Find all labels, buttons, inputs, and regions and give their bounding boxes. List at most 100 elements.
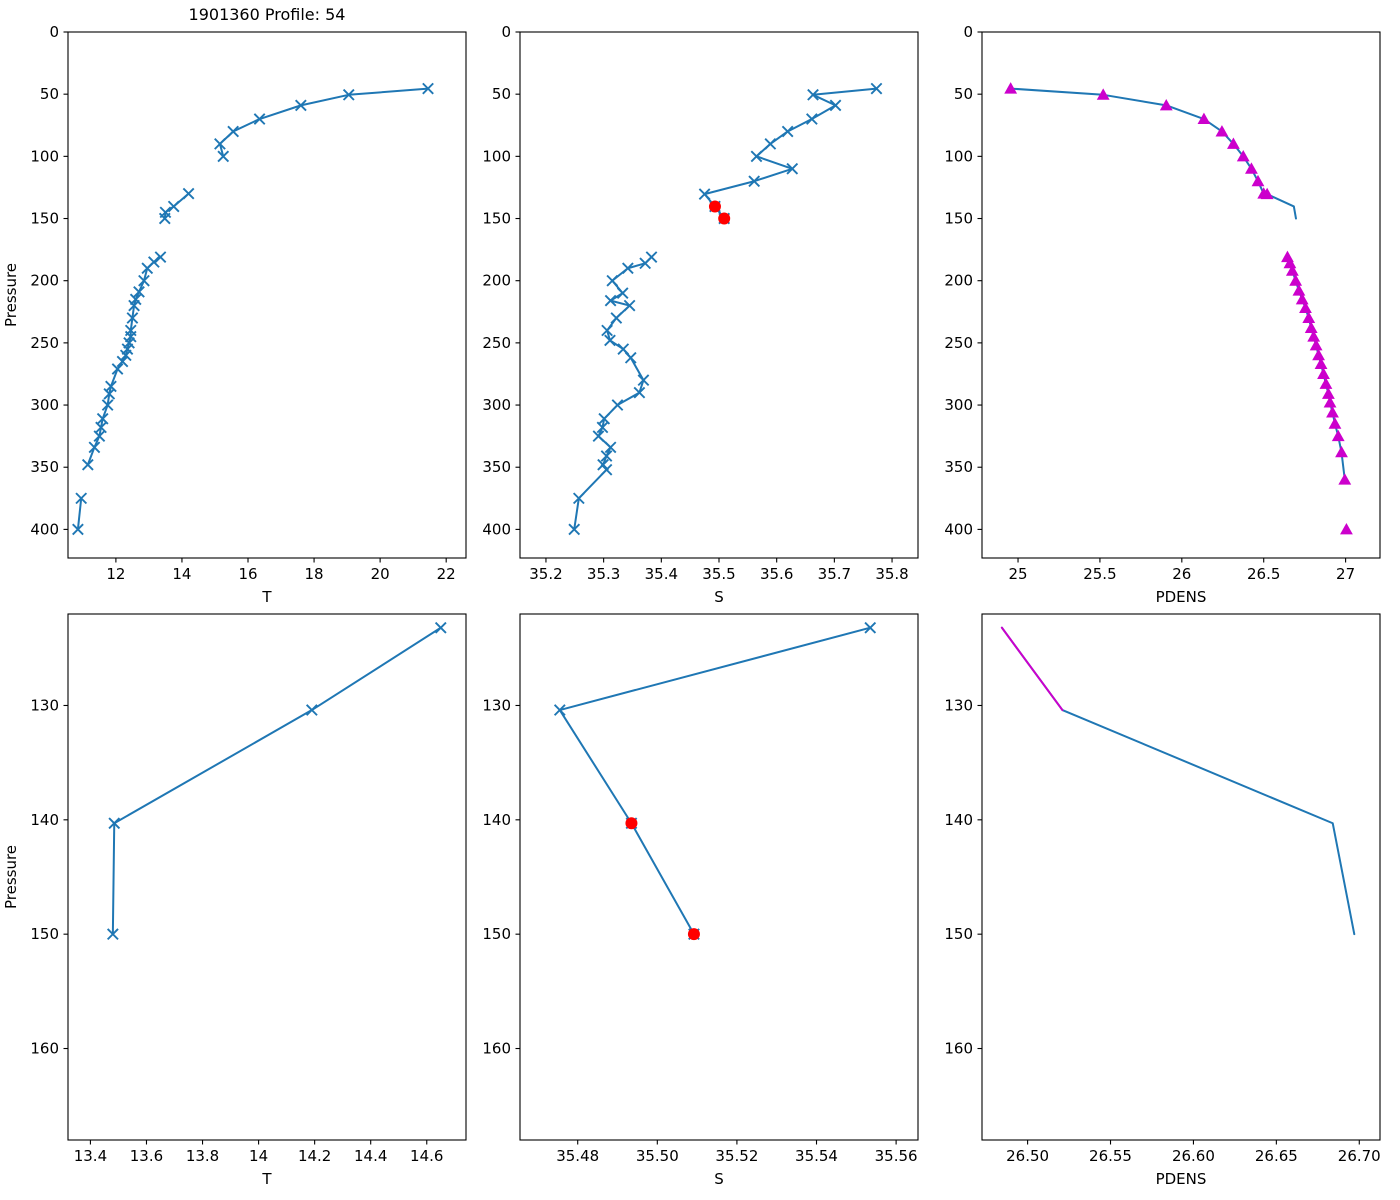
marker-x-stroke — [596, 421, 609, 434]
marker-triangle — [1328, 417, 1342, 429]
data-marker — [610, 312, 623, 324]
marker-x-stroke — [617, 343, 630, 355]
y-tick-label: 400 — [482, 520, 511, 538]
marker-triangle — [1004, 82, 1018, 94]
x-tick-label: 35.8 — [875, 565, 908, 583]
data-marker — [621, 262, 634, 275]
marker-x-stroke — [621, 262, 634, 275]
data-marker — [698, 188, 711, 201]
marker-x-stroke — [182, 187, 195, 200]
data-marker — [600, 450, 613, 462]
plot-area-top-right-density — [1004, 82, 1353, 535]
x-tick-label: 14.2 — [298, 1147, 331, 1165]
marker-triangle — [1322, 387, 1335, 399]
data-marker — [633, 386, 646, 399]
marker-triangle — [1251, 174, 1265, 187]
marker-triangle — [1309, 338, 1323, 351]
marker-triangle — [1096, 88, 1110, 100]
marker-x-stroke — [422, 82, 434, 95]
axes-spine-bottom-middle-salinity-zoom — [519, 613, 919, 1141]
x-tick-label: 26.60 — [1172, 1147, 1215, 1165]
marker-x-stroke — [88, 441, 101, 454]
marker-x-stroke — [637, 374, 650, 387]
marker-x-stroke — [101, 399, 114, 411]
data-marker — [154, 251, 167, 263]
y-tick-label: 0 — [49, 23, 59, 41]
marker-triangle — [1299, 301, 1312, 314]
marker-x-stroke — [305, 704, 318, 716]
data-marker — [138, 274, 150, 287]
marker-x-stroke — [111, 363, 124, 375]
marker-x-stroke — [342, 88, 355, 101]
x-tick-label: 14.6 — [410, 1147, 443, 1165]
y-tick-label: 350 — [482, 458, 511, 476]
marker-x-stroke — [786, 162, 799, 175]
x-axis-label: S — [714, 1170, 724, 1188]
series-line-top-left-temperature — [76, 497, 83, 531]
y-tick-label: 300 — [482, 396, 511, 414]
data-marker — [870, 82, 883, 95]
y-tick-label: 300 — [944, 396, 973, 414]
marker-x-stroke — [611, 399, 624, 411]
marker-x-stroke — [610, 312, 623, 324]
marker-x-stroke — [601, 324, 613, 337]
marker-x-stroke — [108, 817, 121, 830]
marker-x-stroke — [598, 412, 611, 425]
data-marker — [422, 82, 434, 95]
data-marker — [342, 88, 355, 101]
marker-x-stroke — [93, 430, 106, 443]
y-tick-label: 150 — [30, 925, 59, 943]
marker-triangle — [1227, 137, 1240, 149]
y-tick-label: 400 — [944, 520, 973, 538]
series-line-bottom-middle-salinity-zoom — [558, 626, 872, 936]
data-marker — [101, 399, 114, 411]
x-tick-label: 18 — [305, 565, 324, 583]
x-axis-label: PDENS — [1156, 1170, 1207, 1188]
y-tick-label: 200 — [482, 272, 511, 290]
data-marker — [807, 88, 819, 101]
plot-area-bottom-middle-salinity-zoom — [553, 621, 877, 941]
data-marker — [88, 441, 101, 454]
y-tick-label: 150 — [944, 210, 973, 228]
data-marker — [786, 162, 799, 175]
marker-x-stroke — [604, 294, 617, 307]
x-tick-label: 26.65 — [1255, 1147, 1298, 1165]
marker-x-stroke — [805, 113, 818, 125]
y-tick-label: 100 — [30, 147, 59, 165]
data-marker — [106, 928, 119, 941]
x-tick-label: 26.70 — [1338, 1147, 1381, 1165]
y-tick-label: 250 — [482, 334, 511, 352]
x-tick-label: 25.5 — [1083, 565, 1116, 583]
marker-triangle — [1335, 445, 1348, 458]
axes-spine-top-middle-salinity — [519, 31, 919, 559]
marker-x-stroke — [81, 458, 94, 471]
marker-x-stroke — [829, 99, 842, 112]
data-marker — [604, 441, 617, 454]
data-marker — [592, 430, 605, 443]
marker-x-stroke — [781, 125, 794, 138]
x-tick-label: 14 — [172, 565, 191, 583]
highlight-point-flagged-salinity-points — [718, 212, 731, 225]
y-tick-label: 160 — [944, 1040, 973, 1058]
x-tick-label: 13.6 — [130, 1147, 163, 1165]
data-marker — [568, 523, 581, 536]
x-tick-label: 26.5 — [1247, 565, 1280, 583]
marker-x-stroke — [597, 458, 609, 471]
y-tick-label: 250 — [30, 334, 59, 352]
x-tick-label: 35.6 — [760, 565, 793, 583]
subplot-title: 1901360 Profile: 54 — [189, 5, 346, 24]
data-marker — [616, 287, 629, 300]
marker-x-stroke — [604, 334, 616, 347]
y-tick-label: 250 — [944, 334, 973, 352]
subplot-bottom-right-density-zoom: 26.50 26.55 26.60 26.65 26.70 130 140 150 160 PDE… — [944, 613, 1381, 1188]
marker-triangle — [1295, 292, 1309, 305]
data-marker — [639, 257, 652, 270]
y-axis-label: Pressure — [2, 263, 20, 327]
marker-x-stroke — [126, 312, 139, 324]
marker-x-stroke — [604, 441, 617, 454]
marker-x-stroke — [116, 355, 129, 368]
data-marker — [864, 621, 877, 634]
series-line-bottom-left-temperature-zoom — [111, 626, 442, 936]
marker-triangle — [1312, 348, 1325, 361]
marker-x-stroke — [606, 274, 619, 287]
